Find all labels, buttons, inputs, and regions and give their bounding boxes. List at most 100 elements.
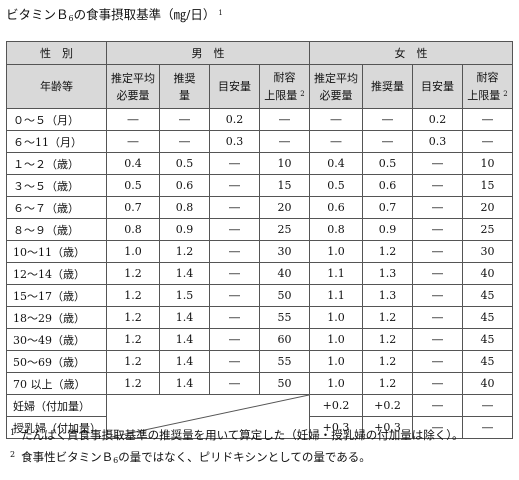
table-row: 10～11（歳） 1.0 1.2 ― 30 1.0 1.2 ― 30	[6, 240, 513, 263]
value-cell: ―	[209, 284, 260, 307]
value-cell: 0.6	[309, 196, 363, 219]
not-applicable-cell	[106, 394, 310, 439]
value-cell: 1.2	[362, 350, 413, 373]
table-row: ６～11（月） ― ― 0.3 ― ― ― 0.3 ―	[6, 130, 513, 153]
age-cell: 15～17（歳）	[6, 284, 107, 307]
value-cell: 1.3	[362, 284, 413, 307]
value-cell: ―	[412, 350, 463, 373]
value-cell: 1.2	[106, 262, 160, 285]
value-cell: +0.3	[362, 416, 413, 439]
value-cell: 0.9	[362, 218, 413, 241]
value-cell: 15	[259, 174, 310, 197]
value-cell: ―	[412, 240, 463, 263]
value-cell: 55	[259, 350, 310, 373]
value-cell: 1.0	[309, 306, 363, 329]
value-cell: 1.0	[309, 240, 363, 263]
value-cell: +0.3	[309, 416, 363, 439]
value-cell: 0.8	[159, 196, 210, 219]
value-cell: 20	[259, 196, 310, 219]
age-cell: 30～49（歳）	[6, 328, 107, 351]
value-cell: ―	[159, 130, 210, 153]
value-cell: ―	[159, 108, 210, 131]
value-cell: ―	[362, 108, 413, 131]
table-row: 50～69（歳） 1.2 1.4 ― 55 1.0 1.2 ― 45	[6, 350, 513, 373]
value-cell: 45	[462, 350, 513, 373]
value-cell: 1.4	[159, 372, 210, 395]
age-cell: 12～14（歳）	[6, 262, 107, 285]
value-cell: 1.0	[309, 328, 363, 351]
value-cell: ―	[259, 130, 310, 153]
age-cell: 50～69（歳）	[6, 350, 107, 373]
value-cell: 1.0	[309, 372, 363, 395]
female-ear-header: 推定平均 必要量	[309, 64, 363, 109]
table-row: 30～49（歳） 1.2 1.4 ― 60 1.0 1.2 ― 45	[6, 328, 513, 351]
value-cell: 1.0	[106, 240, 160, 263]
table-row: ６～７（歳） 0.7 0.8 ― 20 0.6 0.7 ― 20	[6, 196, 513, 219]
value-cell: 0.6	[362, 174, 413, 197]
value-cell: 20	[462, 196, 513, 219]
value-cell: +0.2	[309, 394, 363, 417]
value-cell: ―	[309, 108, 363, 131]
value-cell: ―	[412, 416, 463, 439]
value-cell: 45	[462, 284, 513, 307]
age-cell: 妊婦（付加量）	[6, 394, 107, 417]
value-cell: 55	[259, 306, 310, 329]
value-cell: 15	[462, 174, 513, 197]
table-row: ０～５（月） ― ― 0.2 ― ― ― 0.2 ―	[6, 108, 513, 131]
value-cell: 10	[259, 152, 310, 175]
value-cell: ―	[412, 152, 463, 175]
value-cell: 1.4	[159, 262, 210, 285]
value-cell: 0.6	[159, 174, 210, 197]
male-ear-header: 推定平均 必要量	[106, 64, 160, 109]
value-cell: 1.2	[106, 350, 160, 373]
value-cell: ―	[412, 394, 463, 417]
female-ul-header: 耐容 上限量 2	[462, 64, 513, 109]
male-ul-header: 耐容 上限量 2	[259, 64, 310, 109]
value-cell: 1.4	[159, 306, 210, 329]
value-cell: ―	[209, 372, 260, 395]
value-cell: 40	[462, 372, 513, 395]
value-cell: 30	[259, 240, 310, 263]
value-cell: 25	[462, 218, 513, 241]
value-cell: ―	[412, 306, 463, 329]
value-cell: 0.3	[412, 130, 463, 153]
female-rda-header: 推奨量	[362, 64, 413, 109]
table-title: ビタミンＢ6の食事摂取基準（㎎/日） 1	[6, 7, 223, 23]
value-cell: 0.5	[309, 174, 363, 197]
table-row: 12～14（歳） 1.2 1.4 ― 40 1.1 1.3 ― 40	[6, 262, 513, 285]
value-cell: 1.2	[362, 372, 413, 395]
value-cell: 25	[259, 218, 310, 241]
value-cell: ―	[412, 262, 463, 285]
value-cell: ―	[412, 174, 463, 197]
value-cell: 1.2	[362, 306, 413, 329]
male-header: 男 性	[106, 41, 310, 65]
table-row: ３～５（歳） 0.5 0.6 ― 15 0.5 0.6 ― 15	[6, 174, 513, 197]
value-cell: ―	[412, 284, 463, 307]
value-cell: 1.0	[309, 350, 363, 373]
value-cell: 1.2	[106, 284, 160, 307]
value-cell: ―	[462, 416, 513, 439]
value-cell: 0.8	[106, 218, 160, 241]
value-cell: 1.2	[362, 328, 413, 351]
value-cell: ―	[209, 196, 260, 219]
value-cell: 45	[462, 306, 513, 329]
value-cell: 1.3	[362, 262, 413, 285]
value-cell: ―	[209, 262, 260, 285]
value-cell: 0.7	[106, 196, 160, 219]
age-cell: ６～７（歳）	[6, 196, 107, 219]
value-cell: 10	[462, 152, 513, 175]
value-cell: ―	[209, 350, 260, 373]
value-cell: 45	[462, 328, 513, 351]
vitamin-b6-intake-table: 性 別 男 性 女 性 年齢等 推定平均 必要量 推奨量 目安量 耐容 上限量 2 推…	[6, 41, 513, 439]
value-cell: 1.5	[159, 284, 210, 307]
age-cell: ６～11（月）	[6, 130, 107, 153]
value-cell: 1.2	[106, 306, 160, 329]
table-row: 15～17（歳） 1.2 1.5 ― 50 1.1 1.3 ― 45	[6, 284, 513, 307]
value-cell: ―	[462, 394, 513, 417]
age-cell: 授乳婦（付加量）	[6, 416, 107, 439]
value-cell: 0.4	[309, 152, 363, 175]
value-cell: ―	[462, 130, 513, 153]
table-row: １～２（歳） 0.4 0.5 ― 10 0.4 0.5 ― 10	[6, 152, 513, 175]
age-cell: １～２（歳）	[6, 152, 107, 175]
value-cell: 0.5	[106, 174, 160, 197]
